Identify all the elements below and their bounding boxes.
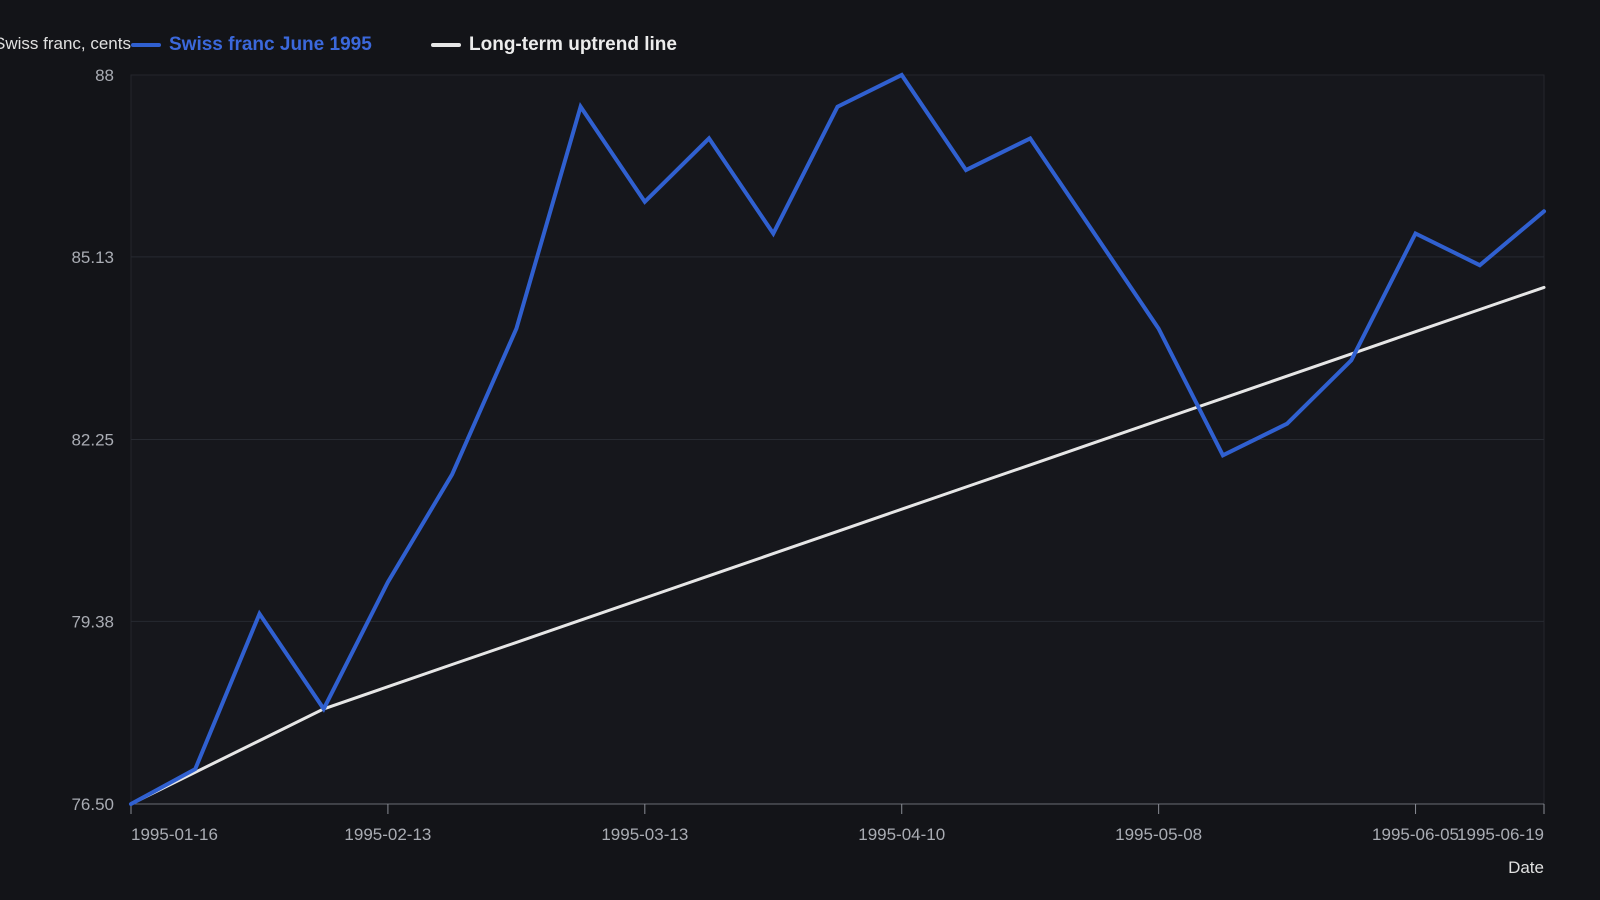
legend-swatch-swiss-franc: [131, 43, 161, 47]
x-axis-label: Date: [1508, 858, 1544, 877]
legend-swatch-uptrend: [431, 43, 461, 47]
y-tick-label: 82.25: [71, 431, 114, 450]
series-lines: [129, 72, 1546, 806]
x-axis-ticks: 1995-01-16 1995-02-13 1995-03-13 1995-04-10…: [130, 803, 1545, 844]
x-tick-label: 1995-02-13: [344, 825, 431, 844]
series-line-uptrend: [129, 285, 1546, 806]
y-axis-label: Swiss franc, cents: [0, 34, 131, 53]
y-tick-label: 88: [95, 66, 114, 85]
y-axis-ticks: 76.50 79.38 82.25 85.13 88: [71, 66, 114, 814]
x-tick-label: 1995-04-10: [858, 825, 945, 844]
x-tick-label: 1995-01-16: [131, 825, 218, 844]
y-tick-label: 85.13: [71, 248, 114, 267]
y-tick-label: 79.38: [71, 612, 114, 631]
x-tick-label: 1995-05-08: [1115, 825, 1202, 844]
x-tick-label: 1995-03-13: [601, 825, 688, 844]
legend-label-swiss-franc: Swiss franc June 1995: [169, 34, 372, 55]
series-line-swiss-franc: [129, 72, 1546, 806]
legend-item-swiss-franc: Swiss franc June 1995: [131, 34, 372, 56]
x-tick-label: 1995-06-05: [1372, 825, 1459, 844]
y-tick-label: 76.50: [71, 795, 114, 814]
x-tick-label: 1995-06-19: [1457, 825, 1544, 844]
legend-item-uptrend: Long-term uptrend line: [431, 34, 677, 56]
legend-label-uptrend: Long-term uptrend line: [469, 34, 677, 55]
